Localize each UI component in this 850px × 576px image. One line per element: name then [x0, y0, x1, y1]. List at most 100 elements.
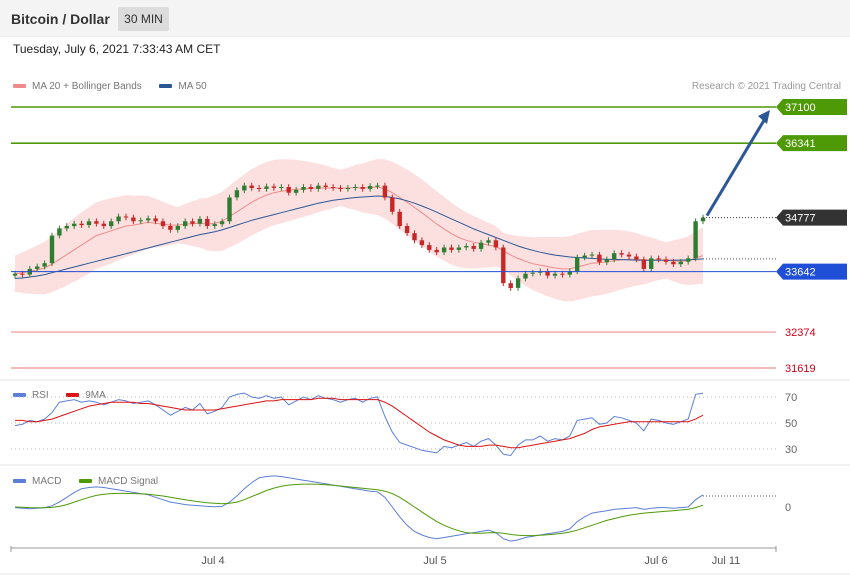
- resistance-value: 36341: [785, 138, 816, 150]
- candle: [109, 218, 114, 229]
- candle-body: [597, 254, 602, 263]
- candle-body: [649, 258, 654, 269]
- candle-body: [57, 228, 62, 236]
- candle-body: [493, 240, 499, 248]
- rsi-tick-label: 30: [785, 444, 797, 456]
- candle-body: [168, 226, 173, 230]
- candle-body: [234, 190, 240, 198]
- candle-body: [612, 253, 617, 260]
- candle: [131, 214, 136, 225]
- macd-signal-legend-label: MACD Signal: [98, 476, 159, 487]
- candle: [464, 243, 469, 251]
- candle-body: [456, 247, 462, 250]
- candle: [597, 251, 602, 266]
- candle: [375, 182, 380, 189]
- candle: [79, 220, 84, 228]
- candle-body: [656, 258, 661, 260]
- ma20-legend-label: MA 20 + Bollinger Bands: [32, 81, 142, 92]
- candle: [94, 218, 99, 227]
- candle: [323, 182, 328, 190]
- candle: [634, 253, 639, 263]
- candle: [64, 223, 69, 232]
- candle-body: [42, 263, 47, 267]
- candle: [183, 218, 188, 229]
- candle: [390, 194, 395, 215]
- candle-body: [678, 261, 683, 265]
- candle: [582, 252, 587, 261]
- chart-header: Bitcoin / Dollar 30 MIN: [0, 0, 850, 37]
- candle: [86, 218, 92, 228]
- candle: [153, 215, 158, 225]
- ma50-line: [14, 195, 704, 279]
- time-tick-label: Jul 6: [644, 555, 667, 567]
- candle-body: [619, 253, 624, 255]
- candle-body: [353, 187, 358, 188]
- candle: [160, 218, 166, 229]
- candle-body: [404, 226, 410, 234]
- timeframe-button[interactable]: 30 MIN: [118, 7, 169, 31]
- candle-body: [375, 185, 380, 187]
- credit-text: Research © 2021 Trading Central: [691, 81, 841, 92]
- candle: [649, 255, 654, 272]
- candle-body: [94, 221, 99, 224]
- candle: [449, 244, 454, 253]
- candle-body: [560, 273, 565, 275]
- macd-signal-line: [14, 483, 704, 537]
- candle-body: [508, 283, 513, 288]
- candle: [271, 183, 277, 191]
- candle-body: [212, 224, 217, 226]
- candle-body: [441, 247, 447, 253]
- macd-legend-label: MACD: [32, 476, 62, 487]
- candle: [441, 244, 447, 256]
- candle-body: [641, 259, 646, 269]
- candle-body: [279, 187, 284, 188]
- candle-body: [449, 247, 454, 250]
- candle-body: [86, 221, 92, 226]
- rsi-ma-line: [15, 397, 704, 449]
- candle-body: [382, 185, 388, 198]
- ma50-legend-label: MA 50: [178, 81, 207, 92]
- candle-body: [545, 271, 550, 276]
- main-legend: MA 20 + Bollinger Bands MA 50: [13, 81, 207, 92]
- candle: [316, 182, 321, 192]
- candle-body: [471, 246, 476, 249]
- candle-body: [131, 217, 136, 222]
- candle-body: [175, 226, 180, 230]
- rsi-legend-label: RSI: [32, 390, 49, 401]
- candle-body: [501, 247, 506, 284]
- candle-body: [323, 185, 328, 187]
- candle-body: [604, 259, 609, 263]
- candle-body: [515, 278, 521, 288]
- candle: [523, 270, 528, 282]
- candle-body: [301, 187, 306, 190]
- rsi-legend-swatch: [13, 393, 26, 398]
- candle-body: [286, 187, 291, 193]
- candle-body: [478, 242, 484, 249]
- candle: [419, 237, 425, 248]
- resistance-value: 37100: [785, 102, 816, 114]
- candle-body: [486, 240, 491, 243]
- candle-body: [227, 197, 232, 222]
- candle-body: [345, 188, 351, 189]
- candle: [575, 254, 580, 275]
- candle: [700, 214, 706, 225]
- candle-body: [552, 273, 558, 276]
- candle: [212, 221, 217, 229]
- candle: [493, 237, 499, 251]
- candle: [686, 255, 691, 265]
- candle-body: [20, 273, 25, 275]
- candle: [197, 216, 203, 227]
- candle: [353, 184, 358, 191]
- resistance-tag: [776, 99, 847, 115]
- candle-body: [693, 221, 698, 259]
- candle: [338, 185, 343, 192]
- candle: [397, 208, 402, 229]
- candle: [478, 239, 484, 252]
- last-price-tag: [776, 209, 847, 226]
- candle-body: [523, 273, 528, 279]
- candle-body: [671, 261, 676, 265]
- candle-body: [419, 240, 425, 246]
- time-tick-label: Jul 5: [423, 555, 446, 567]
- candle-body: [64, 226, 69, 229]
